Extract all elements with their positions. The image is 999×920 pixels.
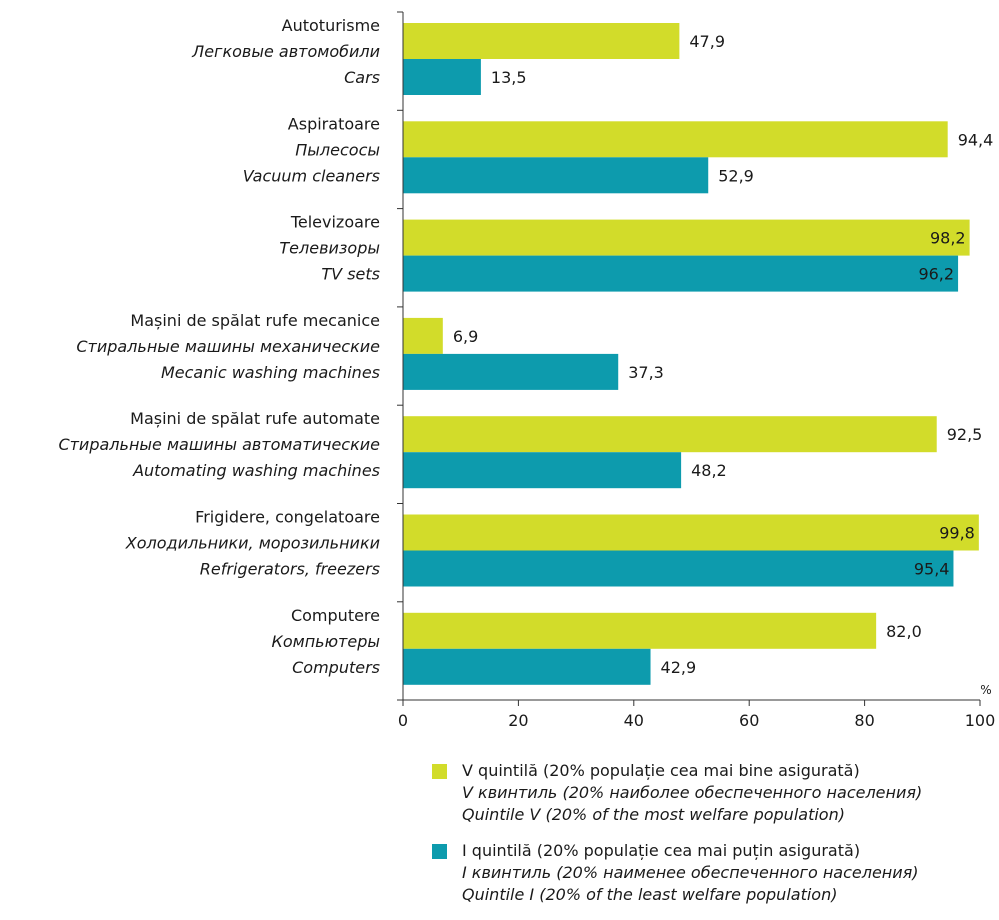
bar — [403, 550, 954, 587]
bar-value-label: 42,9 — [661, 658, 697, 677]
legend-label-en: Quintile V (20% of the most welfare popu… — [462, 805, 845, 824]
category-label-line: Стиральные машины механические — [76, 337, 380, 356]
bar — [403, 121, 948, 158]
bar — [403, 353, 619, 390]
bar-chart: 47,9 13,5 94,4 52,9 98,2 96,2 6,9 37,3 92,5 48,2 9… — [58, 11, 995, 730]
category-label-line: Телевизоры — [279, 239, 380, 258]
category-label-line: Легковые автомобили — [191, 42, 380, 61]
bars-group: 47,9 13,5 94,4 52,9 98,2 96,2 6,9 37,3 92,5 48,2 9… — [403, 23, 993, 685]
x-tick-label: 0 — [398, 711, 408, 730]
category-label-line: TV sets — [321, 265, 380, 284]
x-tick-label: 100 — [965, 711, 996, 730]
x-tick-label: 60 — [739, 711, 759, 730]
bar-value-label: 98,2 — [930, 229, 966, 248]
bar — [403, 612, 877, 649]
bar — [403, 416, 937, 453]
bar-value-label: 47,9 — [689, 32, 725, 51]
category-label-line: Aspiratoare — [288, 114, 380, 133]
category-label-line: Televizoare — [290, 213, 380, 232]
category-label-line: Пылесосы — [295, 140, 380, 159]
bar-value-label: 13,5 — [491, 68, 527, 87]
bar-value-label: 96,2 — [918, 265, 954, 284]
bar — [403, 648, 651, 685]
bar-value-label: 37,3 — [628, 363, 664, 382]
category-label-line: Automating washing machines — [132, 461, 380, 480]
bar-value-label: 52,9 — [718, 166, 754, 185]
category-label-line: Mașini de spălat rufe mecanice — [130, 311, 380, 330]
legend-label-ru: V квинтиль (20% наиболее обеспеченного н… — [462, 783, 923, 802]
legend-label-ro: V quintilă (20% populație cea mai bine a… — [462, 761, 860, 780]
category-label-line: Frigidere, congelatoare — [195, 508, 380, 527]
bar — [403, 219, 970, 256]
axes — [397, 11, 980, 701]
category-label-line: Стиральные машины автоматические — [58, 435, 380, 454]
bar-value-label: 95,4 — [914, 560, 950, 579]
legend-label-ro: I quintilă (20% populație cea mai puțin … — [462, 841, 861, 860]
legend-swatch-quintile-i — [432, 844, 447, 859]
category-label-line: Cars — [344, 68, 380, 87]
bar — [403, 514, 979, 551]
bar-value-label: 82,0 — [886, 622, 922, 641]
bar-value-label: 48,2 — [691, 461, 727, 480]
x-ticks: 0 20 40 60 80 100 — [398, 700, 995, 730]
legend-swatch-quintile-v — [432, 764, 447, 779]
legend-label-ru: I квинтиль (20% наименее обеспеченного н… — [462, 863, 919, 882]
category-label-line: Computers — [292, 658, 380, 677]
x-unit-label: % — [980, 683, 991, 697]
category-label-line: Refrigerators, freezers — [200, 560, 380, 579]
x-tick-label: 40 — [624, 711, 644, 730]
category-label-line: Autoturisme — [282, 16, 380, 35]
bar — [403, 255, 959, 292]
category-label-line: Vacuum cleaners — [243, 166, 380, 185]
bar-value-label: 94,4 — [958, 130, 994, 149]
bar — [403, 452, 682, 489]
category-label-line: Холодильники, морозильники — [125, 534, 380, 553]
category-labels: Autoturisme Легковые автомобили Cars Aspira… — [58, 16, 380, 677]
category-label-line: Mașini de spălat rufe automate — [130, 409, 380, 428]
legend-item-quintile-i: I quintilă (20% populație cea mai puțin … — [432, 840, 992, 906]
bar — [403, 23, 680, 59]
x-tick-label: 80 — [854, 711, 874, 730]
bar — [403, 317, 443, 354]
bar — [403, 59, 481, 95]
x-tick-label: 20 — [508, 711, 528, 730]
legend: V quintilă (20% populație cea mai bine a… — [432, 760, 992, 920]
bar — [403, 157, 709, 194]
legend-label-en: Quintile I (20% of the least welfare pop… — [462, 885, 838, 904]
legend-item-quintile-v: V quintilă (20% populație cea mai bine a… — [432, 760, 992, 826]
bar-value-label: 6,9 — [453, 327, 478, 346]
category-label-line: Компьютеры — [271, 632, 380, 651]
category-label-line: Computere — [291, 606, 380, 625]
bar-value-label: 99,8 — [939, 524, 975, 543]
category-label-line: Mecanic washing machines — [161, 363, 380, 382]
bar-value-label: 92,5 — [947, 425, 983, 444]
